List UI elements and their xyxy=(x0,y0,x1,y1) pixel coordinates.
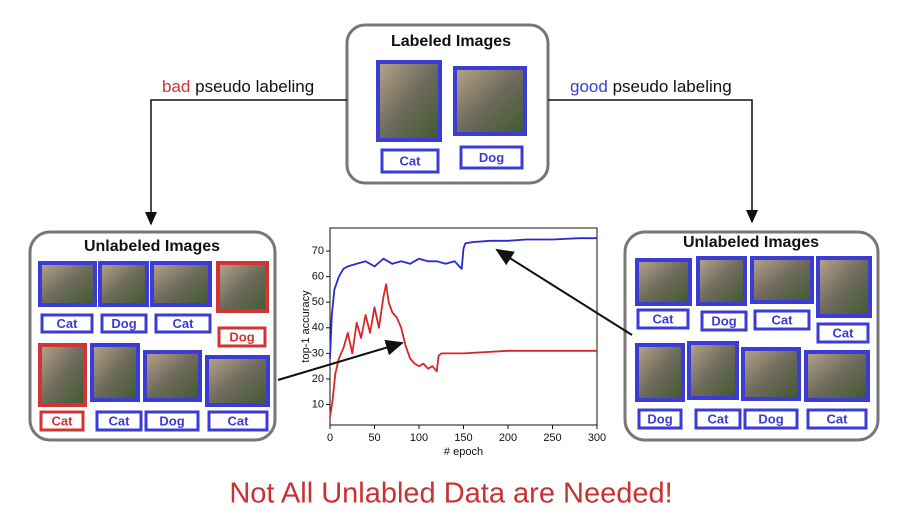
label-text: Cat xyxy=(173,316,195,331)
label-box xyxy=(100,313,148,334)
image-thumbnail xyxy=(38,261,97,307)
x-tick-label: 100 xyxy=(410,432,428,444)
image-thumbnail xyxy=(635,343,685,402)
chart: 0 50 100 150 200 250 300 10 20 30 40 50 60 70 # epoch t… xyxy=(300,227,606,458)
y-axis-label: top-1 accuracy xyxy=(300,290,312,363)
accuracy-line xyxy=(329,237,597,359)
label-text: Cat xyxy=(57,316,79,331)
label-box xyxy=(217,326,267,348)
label-text: Cat xyxy=(708,411,730,426)
x-tick-label: 200 xyxy=(499,432,517,444)
label-text: Cat xyxy=(228,413,250,428)
label-text: Dog xyxy=(159,413,184,428)
label-text: Cat xyxy=(653,311,675,326)
y-tick-label: 10 xyxy=(312,398,324,410)
label-box xyxy=(207,410,269,432)
label-box xyxy=(816,322,870,344)
label-box xyxy=(95,410,143,432)
image-thumbnail xyxy=(687,341,739,400)
plot-area xyxy=(329,227,598,426)
footer: Not All Unlabled Data are Needed! xyxy=(229,478,672,510)
label-text: Cat xyxy=(52,413,74,428)
label-text: Dog xyxy=(479,150,504,165)
image-thumbnail xyxy=(696,256,747,306)
label-box xyxy=(743,408,799,430)
image-thumbnail xyxy=(98,261,149,307)
image-thumbnail xyxy=(150,261,212,307)
label-text: Cat xyxy=(109,413,131,428)
x-tick-label: 50 xyxy=(368,432,380,444)
bad-arrow xyxy=(145,99,347,226)
label-box xyxy=(40,313,94,334)
image-thumbnail xyxy=(804,350,870,402)
good-caption: good pseudo labeling xyxy=(570,77,732,96)
label-box xyxy=(637,408,683,430)
image-thumbnail xyxy=(741,347,801,401)
bad-caption: bad pseudo labeling xyxy=(162,77,314,96)
image-thumbnail xyxy=(38,343,87,407)
label-box xyxy=(144,410,200,432)
y-tick-label: 70 xyxy=(312,245,324,257)
label-text: Cat xyxy=(772,312,794,327)
label-box xyxy=(753,309,811,331)
image-thumbnail xyxy=(216,261,269,313)
y-tick-label: 20 xyxy=(312,373,324,385)
label-text: Cat xyxy=(400,153,422,168)
bad-pointer xyxy=(277,339,404,381)
panel-title: Unlabeled Images xyxy=(683,234,819,251)
label-text: Dog xyxy=(229,329,254,344)
label-text: Cat xyxy=(827,411,849,426)
image-thumbnail xyxy=(750,256,814,304)
label-text: Dog xyxy=(647,411,672,426)
label-text: Dog xyxy=(758,411,783,426)
panel-title: Unlabeled Images xyxy=(84,238,220,255)
label-text: Dog xyxy=(111,316,136,331)
image-thumbnail xyxy=(816,256,872,318)
image-thumbnail xyxy=(635,258,692,306)
panel-title: Labeled Images xyxy=(391,33,511,50)
image-thumbnail xyxy=(453,66,527,136)
x-tick-label: 150 xyxy=(454,432,472,444)
label-box xyxy=(806,408,868,430)
image-thumbnail xyxy=(143,350,202,402)
y-tick-label: 30 xyxy=(312,347,324,359)
y-tick-label: 50 xyxy=(312,296,324,308)
image-thumbnail xyxy=(205,355,270,407)
label-text: Cat xyxy=(833,325,855,340)
label-box xyxy=(636,308,690,330)
label-text: Dog xyxy=(711,313,736,328)
x-tick-label: 250 xyxy=(543,432,561,444)
y-tick-label: 40 xyxy=(312,322,324,334)
label-box xyxy=(154,313,212,334)
accuracy-line xyxy=(329,283,597,418)
label-box xyxy=(700,310,748,332)
y-tick-label: 60 xyxy=(312,271,324,283)
good-arrow xyxy=(548,99,758,224)
label-box xyxy=(694,408,742,430)
label-box xyxy=(39,410,85,432)
label-box xyxy=(380,148,440,174)
label-box xyxy=(459,145,524,170)
x-tick-label: 300 xyxy=(588,432,606,444)
good-pointer xyxy=(495,248,633,336)
image-thumbnail xyxy=(376,60,442,142)
x-tick-label: 0 xyxy=(327,432,333,444)
x-axis-label: # epoch xyxy=(444,446,483,458)
image-thumbnail xyxy=(90,343,140,402)
